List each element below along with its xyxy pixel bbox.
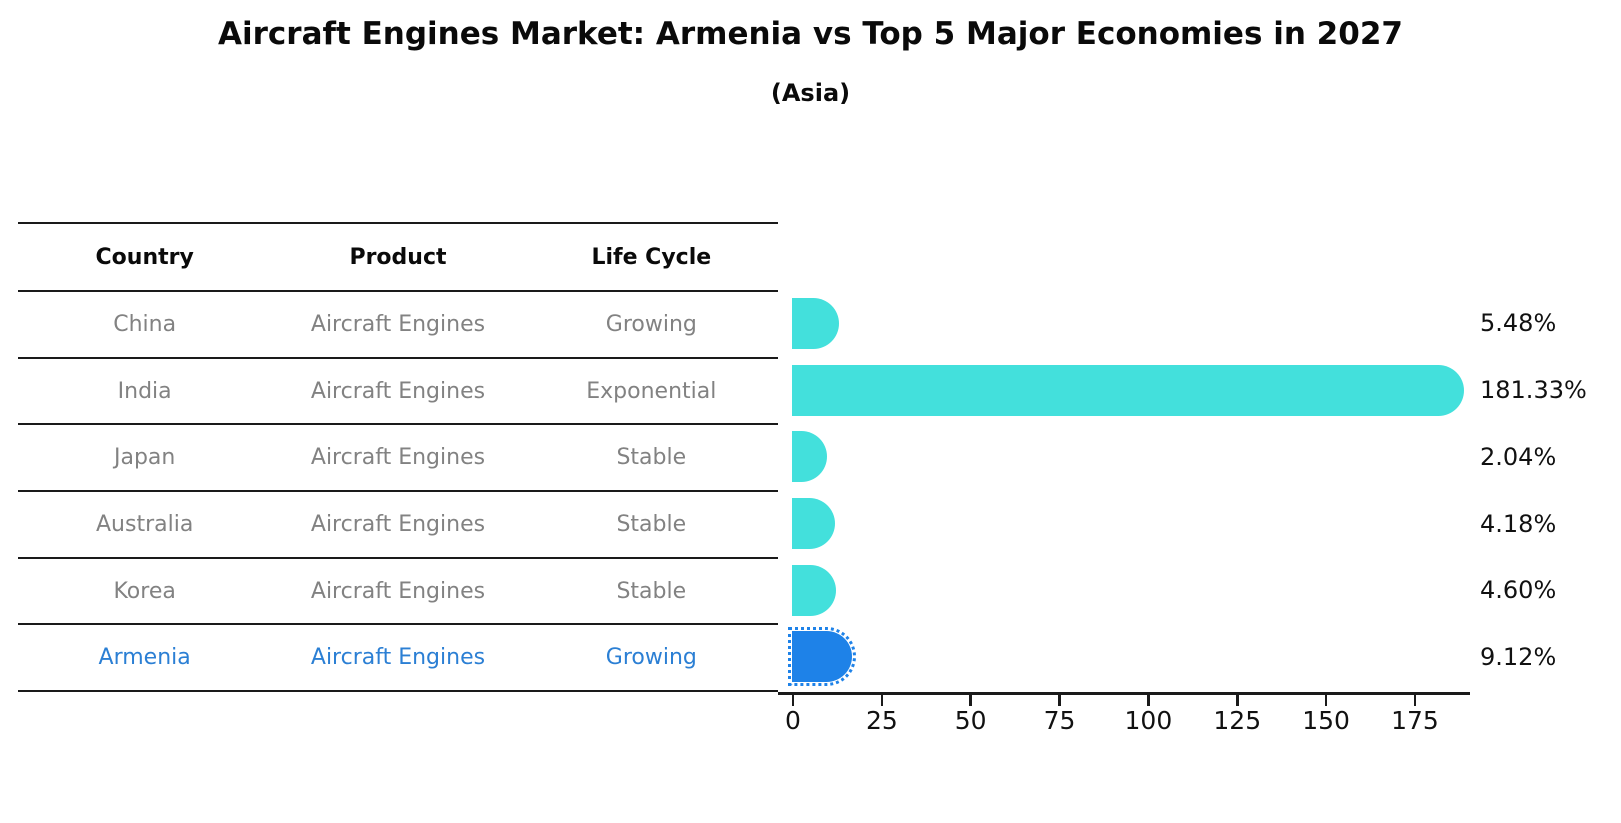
cell-product: Aircraft Engines — [310, 378, 486, 404]
bar-india — [792, 364, 1465, 416]
x-axis-tick — [1147, 694, 1150, 706]
x-axis-tick — [969, 694, 972, 706]
column-header-life-cycle: Life Cycle — [591, 244, 712, 270]
cell-product: Aircraft Engines — [310, 445, 486, 471]
x-axis-tick-label: 125 — [1213, 706, 1262, 735]
value-label-japan: 2.04% — [1480, 442, 1557, 471]
cell-life-cycle: Growing — [605, 645, 697, 671]
cell-product: Aircraft Engines — [310, 511, 486, 537]
table-row-armenia: Armenia Aircraft Engines Growing — [18, 625, 778, 693]
bar-japan — [792, 431, 828, 483]
bar-korea — [792, 564, 837, 616]
cell-product: Aircraft Engines — [310, 645, 486, 671]
chart-subtitle: (Asia) — [770, 79, 851, 107]
x-axis-tick-label: 0 — [785, 706, 801, 735]
x-axis-tick — [1236, 694, 1239, 706]
x-axis-tick — [1413, 694, 1417, 706]
value-label-india: 181.33% — [1480, 376, 1587, 405]
x-axis-tick — [1324, 694, 1328, 706]
cell-country: Armenia — [98, 645, 191, 671]
x-axis-tick — [880, 694, 884, 706]
cell-life-cycle: Stable — [616, 445, 687, 471]
cell-life-cycle: Exponential — [586, 378, 717, 404]
table-header-row: Country Product Life Cycle — [18, 224, 778, 292]
value-label-china: 5.48% — [1480, 309, 1557, 338]
cell-country: Australia — [96, 511, 194, 537]
x-axis-tick-label: 25 — [865, 706, 898, 735]
x-axis-tick-label: 100 — [1124, 706, 1173, 735]
cell-life-cycle: Stable — [616, 578, 687, 604]
cell-product: Aircraft Engines — [310, 578, 486, 604]
bar-australia — [792, 498, 835, 550]
x-axis-tick — [1058, 694, 1061, 706]
x-axis-tick — [791, 694, 795, 706]
x-axis-tick-label: 150 — [1302, 706, 1350, 735]
cell-country: China — [113, 311, 177, 337]
bar-armenia — [787, 627, 857, 687]
x-axis-tick-label: 175 — [1391, 706, 1439, 735]
cell-life-cycle: Growing — [605, 311, 697, 337]
value-label-korea: 4.60% — [1480, 576, 1557, 605]
cell-country: Japan — [113, 445, 176, 471]
table-row-japan: Japan Aircraft Engines Stable — [18, 425, 778, 493]
value-label-australia: 4.18% — [1480, 509, 1557, 538]
table-row-korea: Korea Aircraft Engines Stable — [18, 559, 778, 626]
country-table: Country Product Life Cycle China Aircraf… — [18, 222, 778, 693]
cell-country: India — [117, 378, 172, 404]
table-row-china: China Aircraft Engines Growing — [18, 292, 778, 359]
chart-title: Aircraft Engines Market: Armenia vs Top … — [218, 16, 1403, 52]
table-row-australia: Australia Aircraft Engines Stable — [18, 492, 778, 559]
column-header-product: Product — [349, 244, 447, 270]
cell-product: Aircraft Engines — [310, 311, 486, 337]
x-axis-tick-label: 75 — [1043, 706, 1076, 735]
table-row-india: India Aircraft Engines Exponential — [18, 359, 778, 426]
value-label-armenia: 9.12% — [1480, 642, 1557, 671]
bar-china — [792, 297, 840, 349]
cell-life-cycle: Stable — [616, 511, 687, 537]
x-axis-tick-label: 50 — [954, 706, 987, 735]
column-header-country: Country — [95, 244, 194, 270]
x-axis-line — [778, 692, 1470, 695]
cell-country: Korea — [113, 578, 176, 604]
